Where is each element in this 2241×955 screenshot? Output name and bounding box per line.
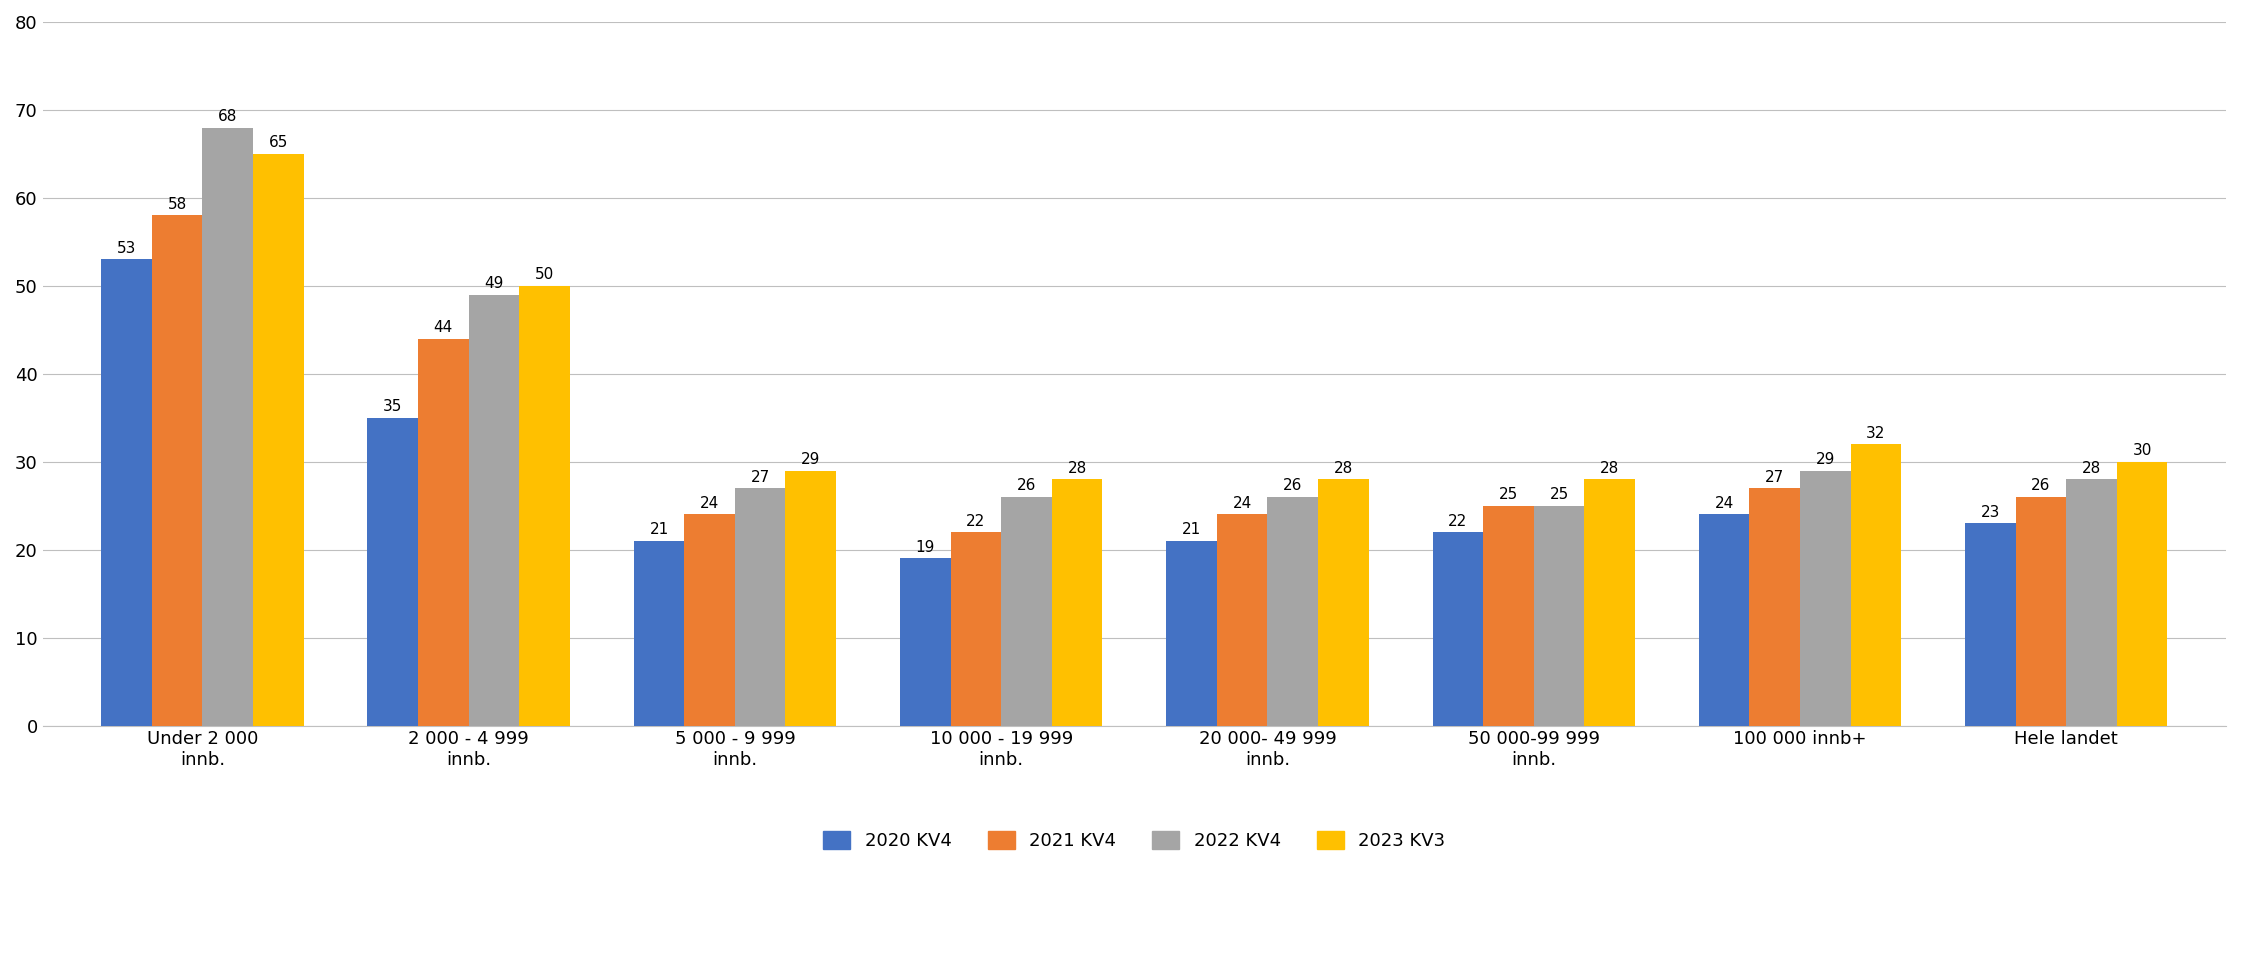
Bar bbox=[684, 515, 735, 726]
Text: 21: 21 bbox=[1181, 522, 1201, 538]
Text: 19: 19 bbox=[917, 540, 934, 555]
Text: 25: 25 bbox=[1549, 487, 1569, 502]
Text: 22: 22 bbox=[1448, 514, 1468, 528]
Bar bbox=[1165, 541, 1217, 726]
Text: 58: 58 bbox=[168, 197, 186, 212]
Text: 28: 28 bbox=[1067, 461, 1087, 476]
Text: 24: 24 bbox=[1233, 496, 1253, 511]
Text: 44: 44 bbox=[435, 320, 453, 335]
Text: 49: 49 bbox=[484, 276, 504, 291]
Text: 28: 28 bbox=[1333, 461, 1354, 476]
Bar bbox=[634, 541, 684, 726]
Bar bbox=[2066, 479, 2118, 726]
Text: 21: 21 bbox=[650, 522, 668, 538]
Text: 50: 50 bbox=[536, 267, 554, 283]
Bar bbox=[1432, 532, 1484, 726]
Legend: 2020 KV4, 2021 KV4, 2022 KV4, 2023 KV3: 2020 KV4, 2021 KV4, 2022 KV4, 2023 KV3 bbox=[816, 823, 1452, 858]
Bar bbox=[1051, 479, 1103, 726]
Text: 27: 27 bbox=[1766, 470, 1784, 484]
Bar bbox=[787, 471, 836, 726]
Bar bbox=[2015, 497, 2066, 726]
Bar bbox=[101, 260, 152, 726]
Text: 26: 26 bbox=[1017, 478, 1035, 494]
Text: 53: 53 bbox=[117, 241, 137, 256]
Bar bbox=[1533, 506, 1584, 726]
Bar bbox=[2118, 461, 2167, 726]
Bar bbox=[202, 128, 253, 726]
Text: 28: 28 bbox=[2082, 461, 2102, 476]
Bar bbox=[1217, 515, 1268, 726]
Bar bbox=[368, 417, 419, 726]
Bar bbox=[1699, 515, 1750, 726]
Bar bbox=[1800, 471, 1851, 726]
Bar bbox=[520, 286, 569, 726]
Bar bbox=[735, 488, 787, 726]
Text: 29: 29 bbox=[800, 452, 820, 467]
Bar bbox=[901, 559, 950, 726]
Text: 30: 30 bbox=[2133, 443, 2151, 458]
Bar bbox=[1318, 479, 1369, 726]
Text: 26: 26 bbox=[2030, 478, 2051, 494]
Text: 26: 26 bbox=[1284, 478, 1302, 494]
Bar bbox=[1484, 506, 1533, 726]
Text: 27: 27 bbox=[751, 470, 771, 484]
Bar bbox=[1750, 488, 1800, 726]
Bar bbox=[1002, 497, 1051, 726]
Text: 29: 29 bbox=[1815, 452, 1835, 467]
Text: 65: 65 bbox=[269, 136, 287, 150]
Text: 24: 24 bbox=[1714, 496, 1735, 511]
Text: 24: 24 bbox=[699, 496, 719, 511]
Text: 22: 22 bbox=[966, 514, 986, 528]
Bar bbox=[1268, 497, 1318, 726]
Text: 25: 25 bbox=[1499, 487, 1517, 502]
Text: 32: 32 bbox=[1867, 426, 1885, 440]
Bar bbox=[253, 154, 303, 726]
Text: 68: 68 bbox=[217, 109, 238, 124]
Bar bbox=[1851, 444, 1900, 726]
Text: 28: 28 bbox=[1600, 461, 1620, 476]
Text: 23: 23 bbox=[1981, 505, 1999, 520]
Bar bbox=[1584, 479, 1636, 726]
Bar bbox=[1965, 523, 2015, 726]
Bar bbox=[419, 339, 468, 726]
Text: 35: 35 bbox=[383, 399, 403, 414]
Bar bbox=[152, 216, 202, 726]
Bar bbox=[468, 295, 520, 726]
Bar bbox=[950, 532, 1002, 726]
